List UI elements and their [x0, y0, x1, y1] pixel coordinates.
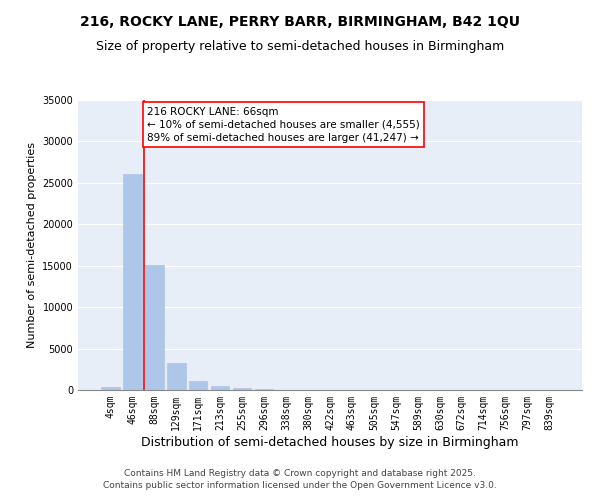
- Bar: [101, 387, 119, 390]
- Bar: [123, 174, 142, 390]
- Text: Contains HM Land Registry data © Crown copyright and database right 2025.
Contai: Contains HM Land Registry data © Crown c…: [103, 468, 497, 490]
- Y-axis label: Number of semi-detached properties: Number of semi-detached properties: [27, 142, 37, 348]
- Text: 216 ROCKY LANE: 66sqm
← 10% of semi-detached houses are smaller (4,555)
89% of s: 216 ROCKY LANE: 66sqm ← 10% of semi-deta…: [147, 106, 419, 143]
- Bar: [189, 382, 208, 390]
- Bar: [211, 386, 229, 390]
- Bar: [233, 388, 251, 390]
- Text: Size of property relative to semi-detached houses in Birmingham: Size of property relative to semi-detach…: [96, 40, 504, 53]
- Text: 216, ROCKY LANE, PERRY BARR, BIRMINGHAM, B42 1QU: 216, ROCKY LANE, PERRY BARR, BIRMINGHAM,…: [80, 15, 520, 29]
- Bar: [145, 265, 164, 390]
- X-axis label: Distribution of semi-detached houses by size in Birmingham: Distribution of semi-detached houses by …: [141, 436, 519, 448]
- Bar: [167, 362, 185, 390]
